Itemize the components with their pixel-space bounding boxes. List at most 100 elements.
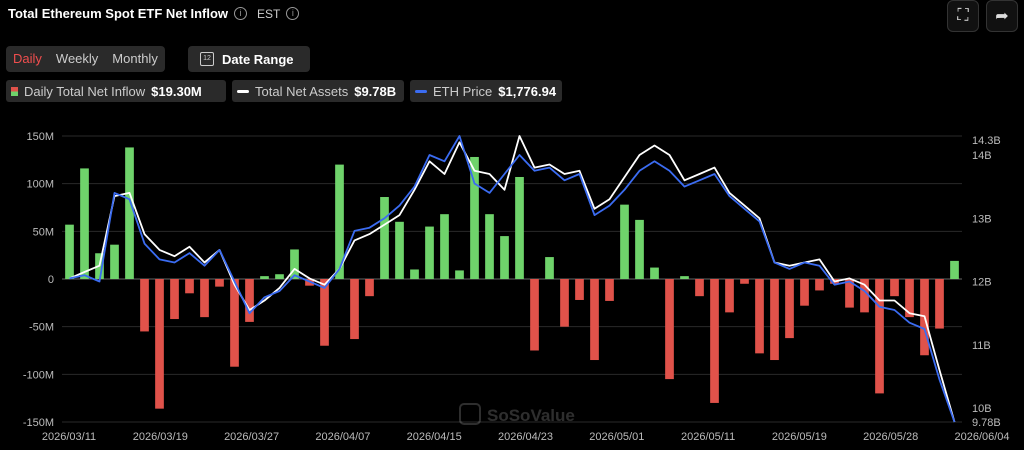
y-left-tick-label: 100M [26,179,54,191]
date-range-button[interactable]: 12 Date Range [188,46,310,72]
inflow-bar[interactable] [140,279,149,332]
legend-label: Total Net Assets [255,83,349,99]
y-right-tick-label: 14.3B [972,135,1001,147]
y-right-tick-label: 11B [972,340,991,352]
watermark-text: SoSoValue [487,406,575,425]
inflow-bar[interactable] [845,279,854,308]
legend-daily-inflow[interactable]: Daily Total Net Inflow $19.30M [6,80,226,102]
inflow-bar[interactable] [65,224,74,279]
y-right-tick-label: 14B [972,150,992,162]
legend-value: $9.78B [354,83,397,99]
inflow-bar[interactable] [560,279,569,327]
inflow-bar[interactable] [530,279,539,351]
inflow-bar[interactable] [875,279,884,394]
share-icon: ➦ [995,8,1009,25]
y-left-tick-label: -150M [23,417,54,429]
inflow-bar[interactable] [425,226,434,279]
white-line-swatch-icon [237,89,249,93]
inflow-bar[interactable] [320,279,329,346]
y-left-tick-label: -50M [29,322,54,334]
inflow-bar[interactable] [500,236,509,279]
inflow-bar[interactable] [485,214,494,279]
inflow-bar[interactable] [785,279,794,339]
tab-weekly[interactable]: Weekly [55,51,99,66]
x-tick-label: 2026/03/27 [224,431,279,443]
fullscreen-icon: ⛶ [957,7,969,24]
inflow-bar[interactable] [695,279,704,297]
inflow-bar[interactable] [80,168,89,279]
inflow-bar[interactable] [680,276,689,279]
inflow-bar[interactable] [200,279,209,318]
inflow-bar[interactable] [620,204,629,279]
timezone-info-icon[interactable]: i [286,7,300,20]
inflow-bar[interactable] [410,269,419,279]
inflow-bar[interactable] [935,279,944,329]
calendar-icon: 12 [200,52,214,66]
inflow-bar[interactable] [185,279,194,294]
inflow-bar[interactable] [665,279,674,380]
watermark-logo-icon [459,403,481,425]
inflow-bar[interactable] [545,257,554,279]
x-tick-label: 2026/05/11 [681,431,735,443]
timezone-label: EST [257,6,281,21]
inflow-bar[interactable] [860,279,869,313]
inflow-bar[interactable] [245,279,254,322]
inflow-bar[interactable] [215,279,224,287]
inflow-bar[interactable] [515,176,524,279]
inflow-bar[interactable] [770,279,779,361]
x-tick-label: 2026/04/07 [315,431,370,443]
y-left-tick-label: -100M [23,369,54,381]
inflow-bar[interactable] [365,279,374,297]
inflow-bar[interactable] [725,279,734,313]
chart-title: Total Ethereum Spot ETF Net Inflow [8,6,229,21]
legend-total-assets[interactable]: Total Net Assets $9.78B [232,80,404,102]
inflow-bar[interactable] [455,270,464,279]
inflow-bar[interactable] [890,279,899,297]
x-tick-label: 2026/05/28 [863,431,918,443]
inflow-bar[interactable] [755,279,764,354]
inflow-bar[interactable] [470,156,479,279]
date-range-label: Date Range [222,51,294,67]
inflow-bar[interactable] [575,279,584,300]
inflow-bar[interactable] [905,279,914,318]
inflow-bar[interactable] [380,197,389,279]
inflow-bar[interactable] [155,279,164,409]
inflow-bar[interactable] [950,260,959,279]
inflow-bar[interactable] [350,279,359,340]
inflow-bar[interactable] [800,279,809,306]
inflow-bar[interactable] [335,164,344,279]
legend-value: $19.30M [151,83,202,99]
period-tabs: Daily Weekly Monthly [6,46,165,72]
bar-swatch-icon [11,86,18,96]
inflow-bar[interactable] [170,279,179,320]
inflow-bar[interactable] [815,279,824,291]
tab-daily[interactable]: Daily [13,51,42,66]
inflow-bar[interactable] [260,276,269,279]
title-info-icon[interactable]: i [234,7,248,20]
tab-monthly[interactable]: Monthly [112,51,158,66]
inflow-bar[interactable] [110,244,119,279]
x-tick-label: 2026/05/19 [772,431,827,443]
y-left-tick-label: 150M [26,131,54,143]
legend-label: Daily Total Net Inflow [24,83,146,99]
inflow-bar[interactable] [230,279,239,367]
eth-price-line[interactable] [69,135,956,423]
x-tick-label: 2026/04/15 [407,431,462,443]
inflow-bar[interactable] [710,279,719,403]
inflow-bar[interactable] [605,279,614,301]
inflow-bar[interactable] [290,249,299,279]
inflow-bar[interactable] [440,214,449,279]
inflow-bar[interactable] [275,274,284,279]
legend-eth-price[interactable]: ETH Price $1,776.94 [410,80,562,102]
inflow-bar[interactable] [125,147,134,279]
inflow-bar[interactable] [740,279,749,284]
share-button[interactable]: ➦ [986,0,1018,32]
y-right-tick-label: 10B [972,403,992,415]
inflow-bar[interactable] [395,221,404,279]
inflow-bar[interactable] [590,279,599,361]
inflow-bar[interactable] [650,267,659,279]
fullscreen-button[interactable]: ⛶ [947,0,979,32]
blue-line-swatch-icon [415,89,427,93]
inflow-bar[interactable] [635,219,644,279]
